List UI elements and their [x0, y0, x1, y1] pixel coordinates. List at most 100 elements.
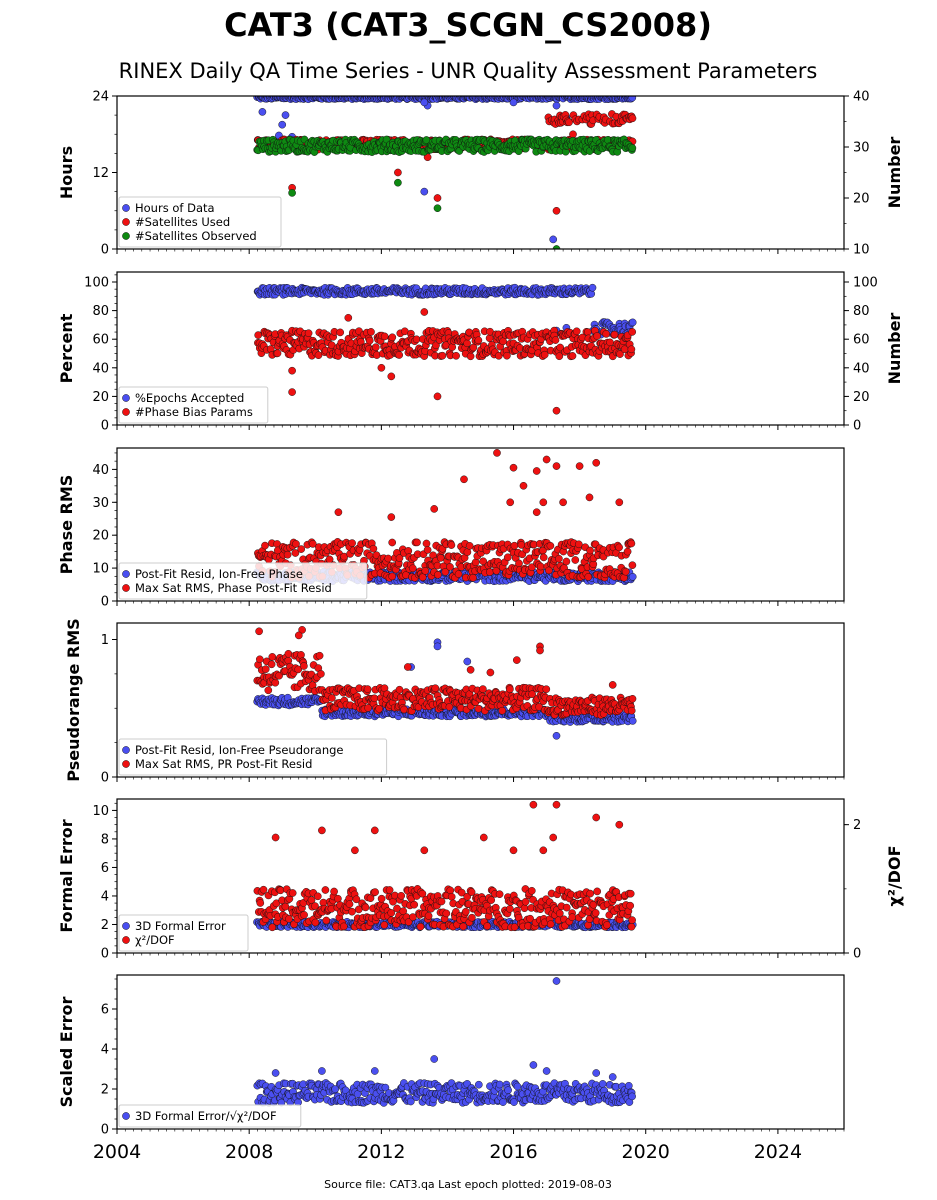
y2-tick-label: 30 [853, 141, 870, 156]
point-red [255, 655, 264, 664]
point-red-outlier [506, 498, 515, 507]
point-red [446, 563, 454, 571]
point-green-outlier [288, 189, 296, 197]
legend-marker [122, 746, 130, 754]
point-red [284, 649, 293, 658]
point-red [510, 541, 519, 550]
point-red-outlier [433, 392, 442, 401]
point-red [528, 563, 536, 572]
point-blue-outlier [278, 120, 287, 129]
point-red-outlier [552, 206, 561, 215]
point-red [568, 352, 577, 360]
point-red [602, 330, 611, 338]
y-tick-label: 24 [92, 90, 109, 105]
point-red [606, 338, 614, 347]
point-red-outlier [542, 455, 551, 464]
point-red [276, 886, 285, 895]
point-green-outlier [394, 178, 402, 187]
chart-title: CAT3 (CAT3_SCGN_CS2008) [224, 6, 712, 44]
point-red [474, 704, 483, 713]
point-red [515, 559, 523, 568]
point-red [479, 685, 487, 693]
point-red [366, 894, 375, 903]
point-red [267, 660, 276, 669]
point-red [371, 343, 380, 352]
point-blue [628, 717, 637, 725]
y2-tick-label: 40 [853, 361, 870, 376]
point-red [536, 562, 545, 571]
point-red [371, 888, 379, 896]
point-red-outlier [493, 449, 501, 457]
point-red [395, 554, 404, 562]
legend-label: Max Sat RMS, PR Post-Fit Resid [135, 757, 312, 771]
point-red-outlier [585, 493, 594, 502]
point-red [447, 541, 456, 549]
point-red [300, 911, 308, 919]
point-red [438, 351, 447, 360]
data-points [253, 283, 637, 415]
y-tick-label: 0 [101, 595, 109, 610]
point-red [441, 568, 450, 576]
y-tick-label: 1 [101, 633, 109, 648]
y-tick-label: 20 [92, 390, 109, 405]
point-red-outlier [466, 665, 475, 674]
point-red-outlier [255, 627, 263, 636]
y-axis-label: Percent [57, 313, 76, 383]
point-red-outlier [562, 557, 571, 566]
y-tick-label: 20 [92, 529, 109, 544]
point-red [445, 703, 454, 711]
point-red [261, 541, 269, 550]
data-points [253, 626, 637, 740]
point-red [621, 567, 630, 576]
y-tick-label: 60 [92, 333, 109, 348]
point-blue [588, 283, 597, 292]
point-red [474, 336, 483, 345]
chart-subtitle: RINEX Daily QA Time Series - UNR Quality… [119, 59, 818, 83]
point-red [421, 567, 430, 575]
point-red [297, 651, 305, 659]
point-blue-outlier [433, 642, 442, 651]
point-blue-outlier [509, 98, 518, 107]
point-red [283, 550, 292, 559]
point-red [628, 328, 637, 336]
y2-tick-label: 40 [853, 90, 870, 105]
y-tick-label: 0 [101, 243, 109, 258]
point-blue [628, 318, 637, 327]
point-red [294, 665, 303, 674]
y2-axis-label: Number [885, 313, 904, 385]
point-red [400, 705, 408, 714]
point-red-outlier [377, 363, 386, 372]
point-red [546, 541, 555, 550]
point-red [259, 885, 268, 894]
point-blue-outlier [552, 101, 561, 110]
point-red [313, 892, 322, 901]
y2-tick-label: 20 [853, 390, 870, 405]
point-red [498, 706, 507, 715]
point-red-outlier [460, 475, 468, 484]
point-red [574, 540, 583, 549]
legend-marker [122, 394, 130, 402]
point-red [268, 653, 277, 661]
point-red [555, 554, 563, 563]
point-red-outlier [552, 406, 561, 415]
point-red-outlier [608, 681, 617, 689]
point-red [584, 573, 593, 581]
point-red [465, 542, 474, 550]
point-red-outlier [509, 463, 518, 472]
legend-marker [122, 232, 130, 240]
point-red [297, 545, 306, 553]
point-red [492, 566, 501, 575]
y2-tick-label: 0 [853, 419, 861, 434]
point-red [256, 899, 265, 907]
panel-2: 020406080100020406080100NumberPercent%Ep… [57, 271, 904, 434]
source-footer: Source file: CAT3.qa Last epoch plotted:… [324, 1178, 612, 1191]
point-red [308, 540, 317, 548]
legend-marker [122, 408, 130, 416]
point-red [304, 329, 313, 338]
point-red-outlier [294, 631, 303, 640]
point-red [314, 351, 323, 360]
y-tick-label: 0 [101, 771, 109, 786]
